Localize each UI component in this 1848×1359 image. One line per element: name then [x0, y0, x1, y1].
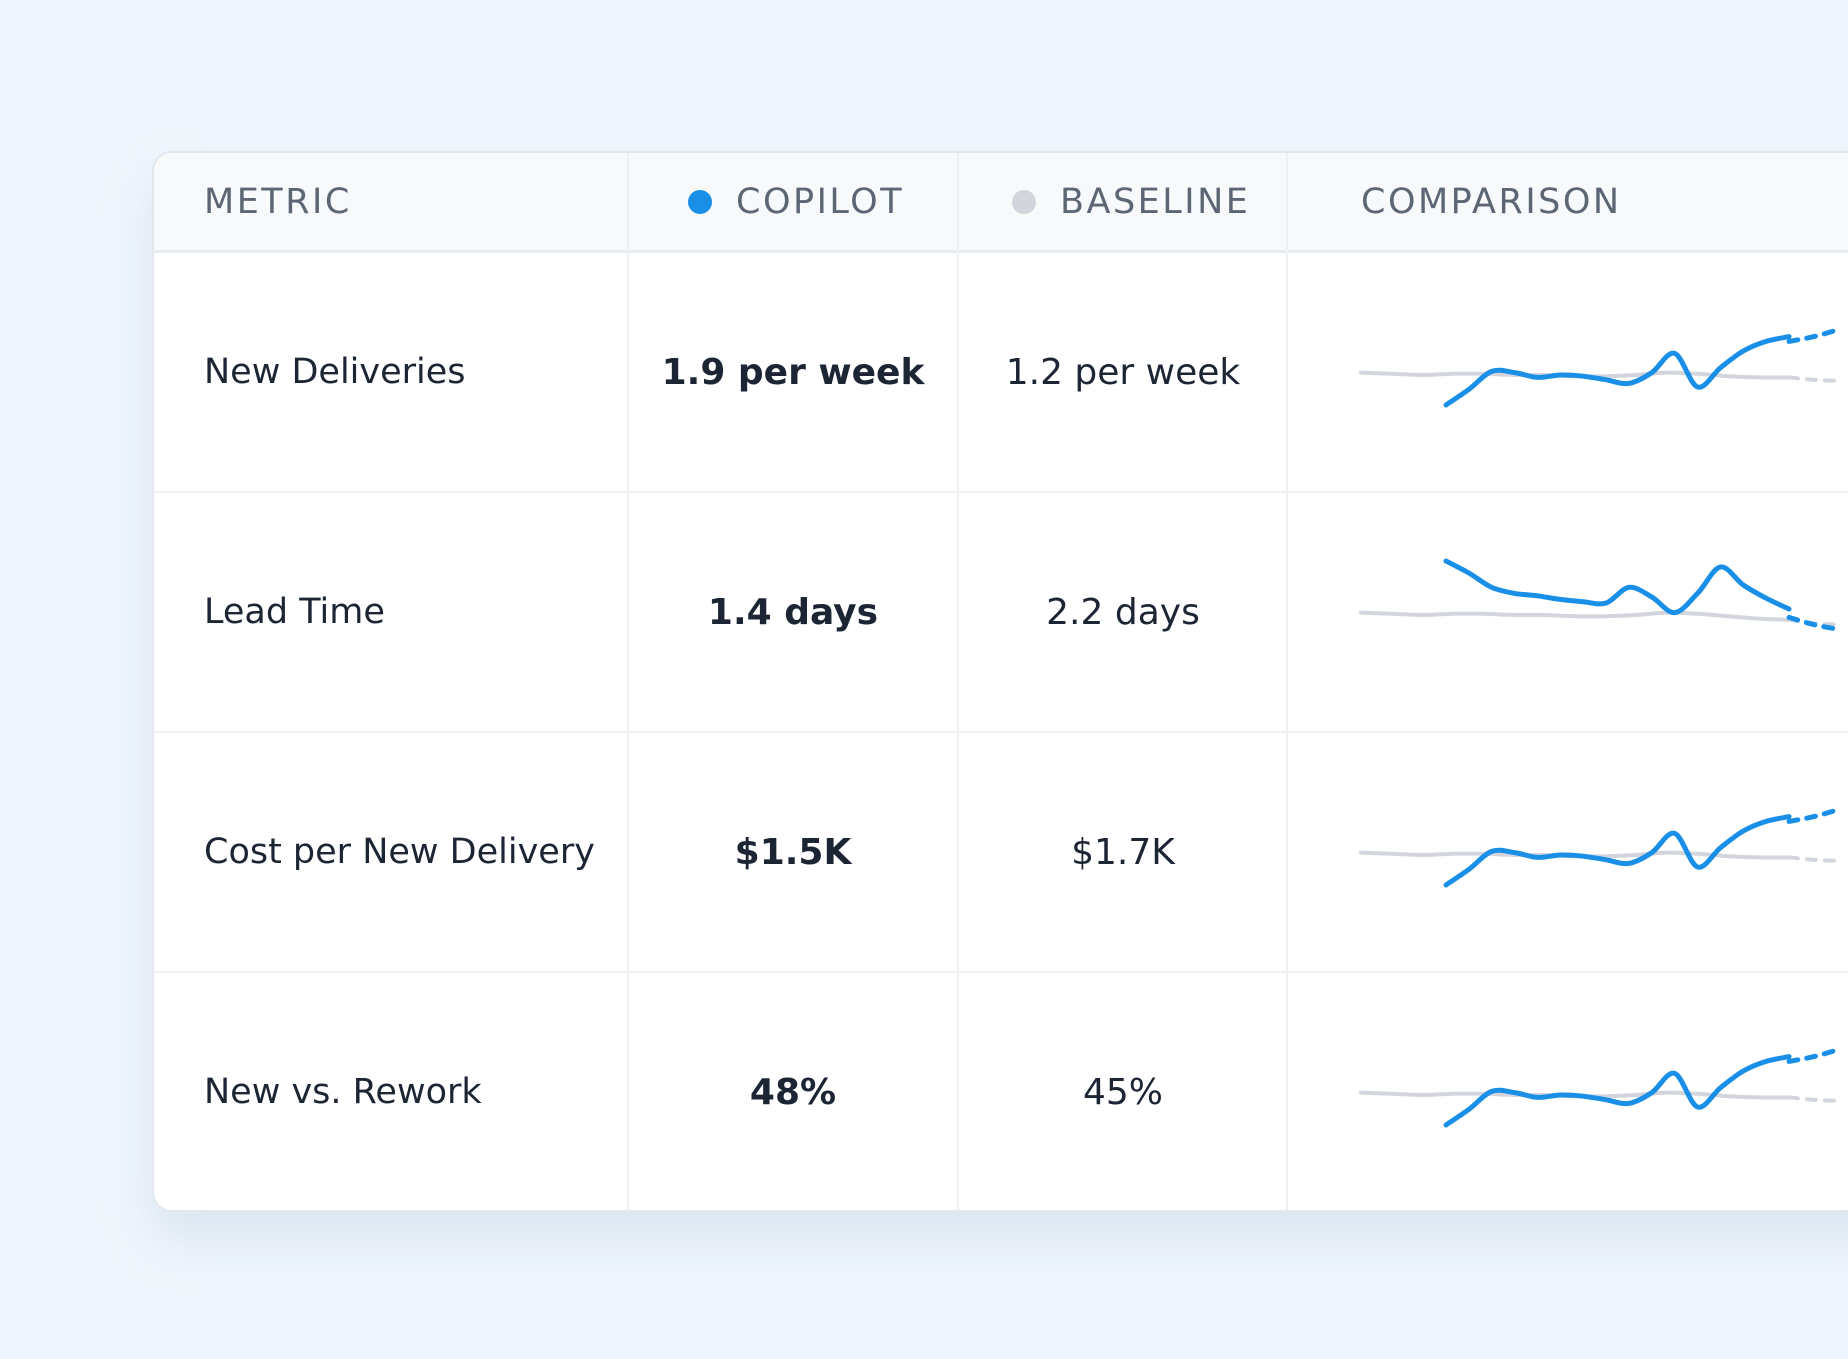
- table-row: Cost per New Delivery $1.5K $1.7K: [154, 733, 1848, 971]
- baseline-forecast-line: [1787, 855, 1841, 863]
- copilot-series-line: [1443, 334, 1792, 408]
- copilot-value: 1.4 days: [707, 591, 879, 633]
- column-divider: [1286, 153, 1288, 1210]
- row-divider: [154, 731, 1848, 733]
- comparison-sparkline: [1359, 1046, 1842, 1128]
- baseline-series-line: [1359, 610, 1791, 622]
- copilot-legend-dot-icon: [688, 189, 712, 214]
- copilot-series-line: [1443, 814, 1792, 888]
- metric-header-label: METRIC: [204, 181, 352, 222]
- table-header: METRIC COPILOT BASELINE COMPARISON: [154, 153, 1848, 253]
- baseline-header-label: BASELINE: [1060, 181, 1251, 222]
- copilot-series-line: [1443, 558, 1792, 616]
- column-divider: [627, 153, 629, 1210]
- copilot-column-header: COPILOT: [688, 153, 904, 250]
- metric-name: New vs. Rework: [204, 1072, 482, 1112]
- column-divider: [957, 153, 959, 1210]
- copilot-forecast-line: [1786, 614, 1842, 632]
- comparison-sparkline: [1359, 326, 1842, 408]
- metric-name: New Deliveries: [204, 352, 466, 392]
- copilot-value: 48%: [749, 1071, 837, 1113]
- baseline-value: 1.2 per week: [1005, 351, 1241, 393]
- metric-name: Lead Time: [204, 592, 385, 632]
- copilot-value: 1.9 per week: [661, 351, 925, 393]
- baseline-forecast-line: [1787, 375, 1841, 383]
- copilot-forecast-line: [1786, 326, 1842, 344]
- copilot-forecast-line: [1786, 806, 1842, 824]
- metrics-table-card: METRIC COPILOT BASELINE COMPARISON New D…: [152, 151, 1848, 1212]
- metric-column-header: METRIC: [204, 153, 352, 250]
- metric-name: Cost per New Delivery: [204, 832, 595, 872]
- copilot-header-label: COPILOT: [736, 181, 905, 222]
- baseline-column-header: BASELINE: [1012, 153, 1250, 250]
- baseline-value: 2.2 days: [1046, 591, 1200, 633]
- comparison-sparkline: [1359, 558, 1842, 632]
- table-row: Lead Time 1.4 days 2.2 days: [154, 493, 1848, 731]
- copilot-value: $1.5K: [734, 831, 852, 873]
- baseline-value: 45%: [1082, 1071, 1163, 1113]
- baseline-forecast-line: [1787, 1095, 1841, 1103]
- row-divider: [154, 491, 1848, 493]
- row-divider: [154, 971, 1848, 973]
- baseline-value: $1.7K: [1071, 831, 1175, 873]
- table-row: New vs. Rework 48% 45%: [154, 973, 1848, 1210]
- comparison-sparkline: [1359, 806, 1842, 888]
- table-row: New Deliveries 1.9 per week 1.2 per week: [154, 253, 1848, 491]
- copilot-forecast-line: [1786, 1046, 1842, 1064]
- copilot-series-line: [1443, 1054, 1792, 1128]
- comparison-header-label: COMPARISON: [1361, 181, 1622, 222]
- baseline-legend-dot-icon: [1012, 189, 1036, 214]
- comparison-column-header: COMPARISON: [1361, 153, 1622, 250]
